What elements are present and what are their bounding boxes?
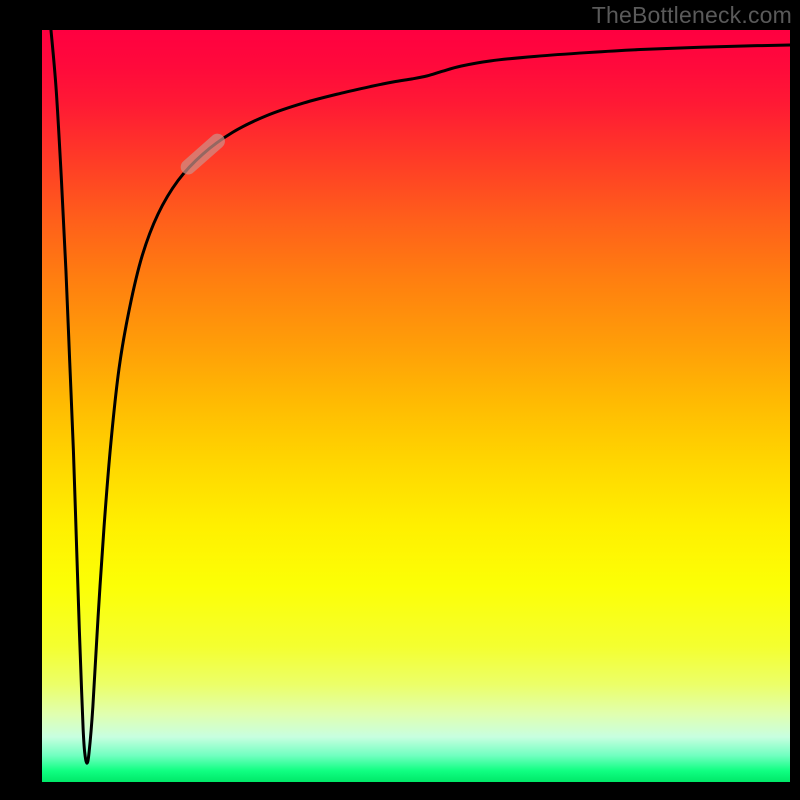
plot-background-gradient [42, 30, 790, 782]
chart-stage: TheBottleneck.com [0, 0, 800, 800]
chart-svg [0, 0, 800, 800]
watermark-text: TheBottleneck.com [592, 2, 792, 29]
